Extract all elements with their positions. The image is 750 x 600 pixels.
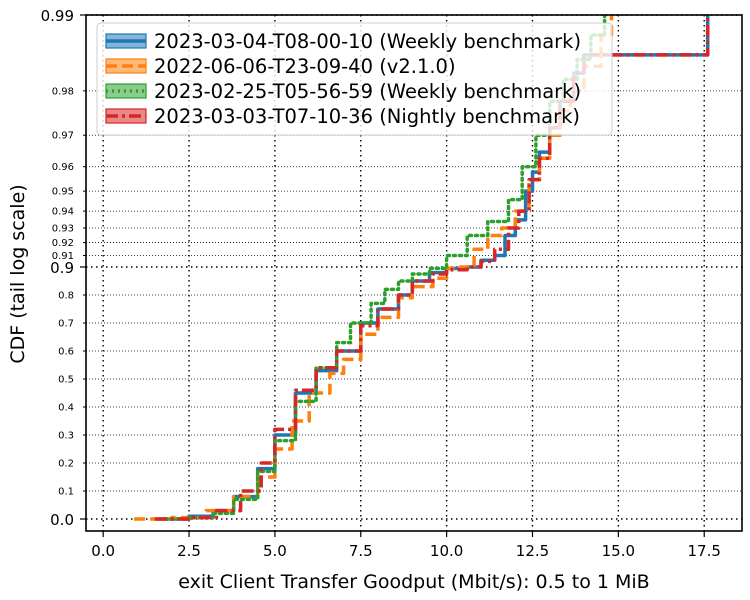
legend: 2023-03-04-T08-00-10 (Weekly benchmark)2… xyxy=(96,22,613,136)
legend-entry-label: 2023-03-03-T07-10-36 (Nightly benchmark) xyxy=(154,105,580,128)
y-major-tick-label: 0.9 xyxy=(50,259,74,277)
series-line-4 xyxy=(154,15,710,521)
x-tick-label: 2.5 xyxy=(177,542,201,560)
y-minor-tick-label: 0.96 xyxy=(52,162,74,173)
y-minor-tick-label: 0.6 xyxy=(58,347,74,358)
y-minor-tick-label: 0.3 xyxy=(58,431,74,442)
y-minor-tick-label: 0.94 xyxy=(52,207,74,218)
y-major-tick-label: 0.99 xyxy=(41,7,74,25)
x-tick-label: 7.5 xyxy=(349,542,373,560)
x-axis-ticks: 0.0 2.5 5.0 7.5 10.0 12.5 15.0 17.5 xyxy=(91,531,721,560)
y-minor-tick-label: 0.95 xyxy=(52,187,74,198)
y-minor-tick-label: 0.4 xyxy=(58,403,74,414)
y-minor-tick-label: 0.5 xyxy=(58,375,74,386)
x-tick-label: 15.0 xyxy=(602,542,635,560)
x-axis-label: exit Client Transfer Goodput (Mbit/s): 0… xyxy=(178,571,649,593)
x-tick-label: 0.0 xyxy=(91,542,115,560)
legend-entry-label: 2022-06-06-T23-09-40 (v2.1.0) xyxy=(154,55,456,78)
y-minor-tick-label: 0.7 xyxy=(58,319,74,330)
y-minor-tick-label: 0.2 xyxy=(58,459,74,470)
x-tick-label: 17.5 xyxy=(688,542,721,560)
y-minor-tick-label: 0.97 xyxy=(52,131,74,142)
y-minor-tick-label: 0.98 xyxy=(52,86,74,97)
y-minor-tick-label: 0.91 xyxy=(52,251,74,262)
y-minor-tick-label: 0.1 xyxy=(58,487,74,498)
y-minor-tick-label: 0.92 xyxy=(52,238,74,249)
x-tick-label: 5.0 xyxy=(263,542,287,560)
x-tick-label: 12.5 xyxy=(516,542,549,560)
y-minor-tick-label: 0.93 xyxy=(52,223,74,234)
plot-frame xyxy=(85,14,743,532)
legend-entry-label: 2023-02-25-T05-56-59 (Weekly benchmark) xyxy=(154,80,581,103)
y-axis-label: CDF (tail log scale) xyxy=(7,184,29,363)
legend-box xyxy=(96,22,613,136)
legend-entry-label: 2023-03-04-T08-00-10 (Weekly benchmark) xyxy=(154,30,581,53)
y-axis-ticks: 0.1 0.2 0.3 0.4 0.5 0.6 0.7 0.8 0.91 0.92 0.93 0.94… xyxy=(41,7,86,529)
y-minor-tick-label: 0.8 xyxy=(58,291,74,302)
x-tick-label: 10.0 xyxy=(430,542,463,560)
y-major-tick-label: 0.0 xyxy=(50,511,74,529)
